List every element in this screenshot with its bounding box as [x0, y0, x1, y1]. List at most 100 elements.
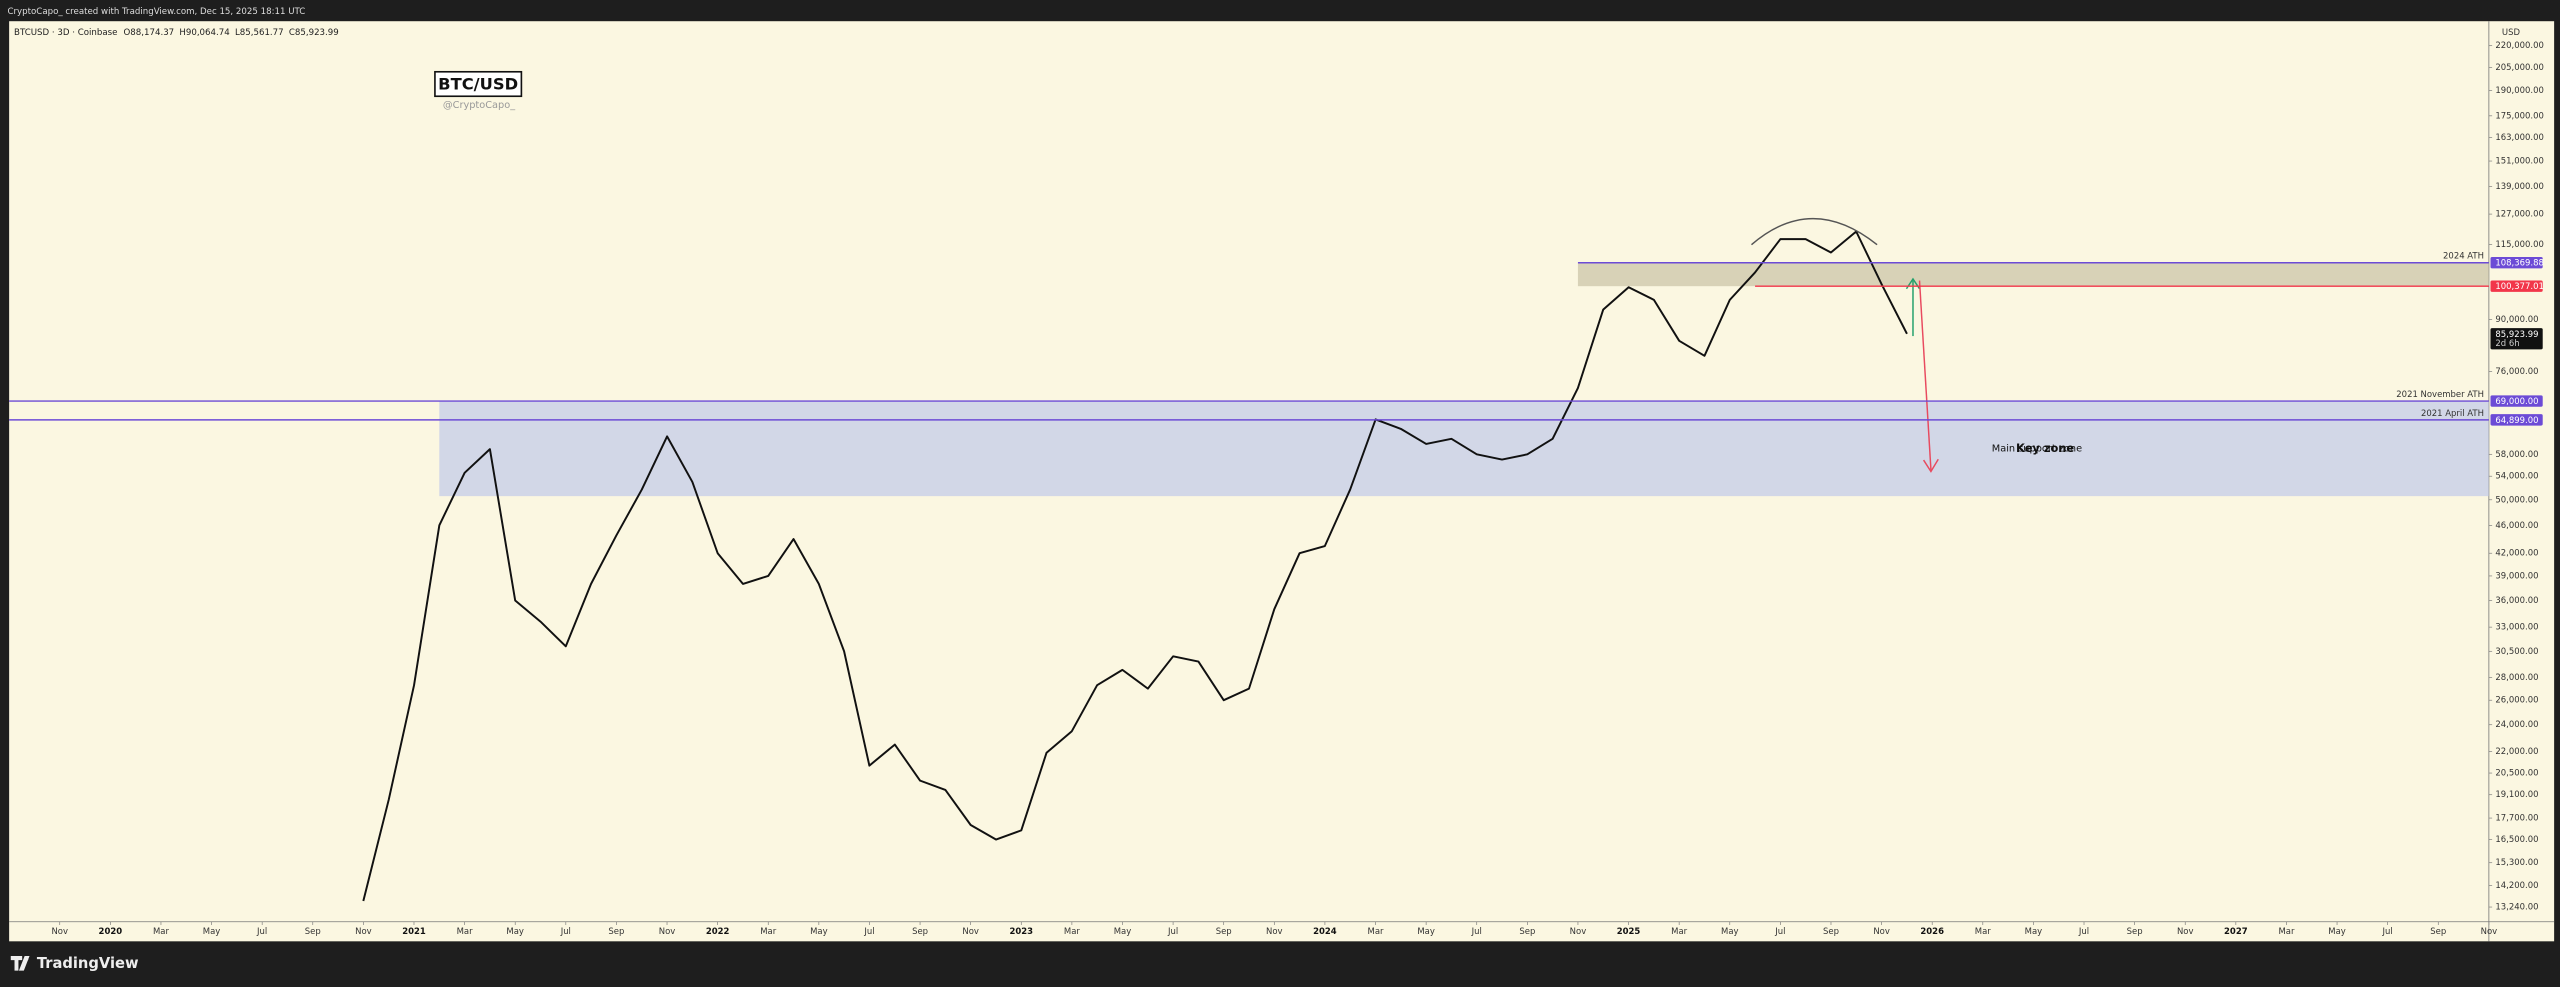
x-tick-label: 2025: [1617, 926, 1641, 936]
x-tick-label: Jul: [1471, 926, 1482, 936]
y-tick-label: 76,000.00: [2495, 366, 2538, 376]
price-line: [362, 230, 1908, 902]
level-text: 2021 April ATH: [2421, 408, 2484, 418]
x-tick-label: May: [810, 926, 828, 936]
y-tick-label: 36,000.00: [2495, 595, 2538, 605]
y-tick-label: 190,000.00: [2495, 85, 2544, 95]
x-tick-label: Mar: [760, 926, 776, 936]
x-tick-label: Mar: [1671, 926, 1687, 936]
y-tick-label: 46,000.00: [2495, 520, 2538, 530]
x-tick-label: Mar: [457, 926, 473, 936]
x-tick-label: Sep: [608, 926, 624, 936]
level-price-box: [2490, 257, 2543, 269]
footer: TradingView: [10, 955, 139, 972]
level-price-box: [2490, 280, 2543, 292]
x-tick-label: Nov: [659, 926, 676, 936]
y-tick-label: 90,000.00: [2495, 314, 2538, 324]
x-tick-label: 2026: [1920, 926, 1944, 936]
plot-area: [362, 230, 2489, 902]
x-tick-label: Jul: [2078, 926, 2089, 936]
symbol-legend: BTCUSD · 3D · Coinbase O88,174.37 H90,06…: [14, 27, 339, 37]
x-tick-label: Sep: [2127, 926, 2143, 936]
x-tick-label: Nov: [962, 926, 979, 936]
y-tick-label: 175,000.00: [2495, 110, 2544, 120]
x-tick-label: May: [506, 926, 524, 936]
y-tick-label: 33,000.00: [2495, 622, 2538, 632]
x-tick-label: Sep: [1823, 926, 1839, 936]
x-tick-label: Jul: [2382, 926, 2393, 936]
x-tick-label: Nov: [355, 926, 372, 936]
countdown: 2d 6h: [2495, 338, 2519, 348]
y-tick-label: 16,500.00: [2495, 834, 2538, 844]
level-text: 2021 November ATH: [2396, 389, 2484, 399]
x-tick-label: Sep: [1519, 926, 1535, 936]
y-tick-label: 24,000.00: [2495, 719, 2538, 729]
x-tick-label: Mar: [1975, 926, 1991, 936]
x-tick-label: Jul: [1167, 926, 1178, 936]
x-tick-label: Mar: [1368, 926, 1384, 936]
level-price-label: 64,899.00: [2495, 415, 2538, 425]
down-arrow: [1918, 280, 1932, 470]
high: H90,064.74: [179, 27, 229, 37]
symbol: BTCUSD · 3D · Coinbase: [14, 27, 117, 37]
close: C85,923.99: [289, 27, 339, 37]
x-tick-label: Mar: [2278, 926, 2294, 936]
x-tick-label: Sep: [2430, 926, 2446, 936]
x-tick-label: 2020: [99, 926, 123, 936]
zone: [439, 401, 2489, 497]
x-tick-label: Jul: [863, 926, 874, 936]
x-tick-label: Sep: [912, 926, 928, 936]
x-tick-label: Sep: [1216, 926, 1232, 936]
x-tick-label: May: [203, 926, 221, 936]
low: L85,561.77: [235, 27, 284, 37]
y-tick-label: 220,000.00: [2495, 40, 2544, 50]
watermark-author: @CryptoCapo_: [443, 100, 515, 111]
x-tick-label: May: [1417, 926, 1435, 936]
x-tick-label: 2021: [402, 926, 426, 936]
footer-brand[interactable]: TradingView: [37, 955, 139, 972]
x-tick-label: Jul: [256, 926, 267, 936]
y-tick-label: 39,000.00: [2495, 570, 2538, 580]
zone-label: Key zone: [2016, 441, 2074, 455]
x-tick-label: May: [1114, 926, 1132, 936]
y-tick-label: 20,500.00: [2495, 768, 2538, 778]
x-tick-label: Nov: [1266, 926, 1283, 936]
x-tick-label: Mar: [1064, 926, 1080, 936]
y-tick-label: 30,500.00: [2495, 646, 2538, 656]
x-tick-label: Mar: [153, 926, 169, 936]
x-tick-label: 2027: [2224, 926, 2248, 936]
watermark-title: BTC/USD: [438, 74, 518, 93]
x-tick-label: May: [2328, 926, 2346, 936]
x-tick-label: 2023: [1009, 926, 1033, 936]
x-tick-label: Nov: [1570, 926, 1587, 936]
y-tick-label: 115,000.00: [2495, 239, 2544, 249]
open: O88,174.37: [123, 27, 174, 37]
x-tick-label: Sep: [305, 926, 321, 936]
last-price-box: [2490, 328, 2543, 350]
level-price-label: 108,369.88: [2495, 258, 2544, 268]
x-tick-label: 2024: [1313, 926, 1337, 936]
y-tick-label: 19,100.00: [2495, 789, 2538, 799]
zone-label: Main support zone: [1992, 444, 2082, 455]
y-tick-label: 42,000.00: [2495, 548, 2538, 558]
level-text: 2024 ATH: [2443, 251, 2484, 261]
y-tick-label: 163,000.00: [2495, 132, 2544, 142]
y-tick-label: 205,000.00: [2495, 62, 2544, 72]
x-tick-label: Nov: [2481, 926, 2498, 936]
x-tick-label: Nov: [51, 926, 68, 936]
level-price-box: [2490, 395, 2543, 407]
x-tick-label: May: [1721, 926, 1739, 936]
y-tick-label: 28,000.00: [2495, 672, 2538, 682]
y-tick-label: 139,000.00: [2495, 181, 2544, 191]
down-arrow-head: [1922, 458, 1939, 473]
x-tick-label: May: [2025, 926, 2043, 936]
x-tick-label: 2022: [706, 926, 730, 936]
y-tick-label: 50,000.00: [2495, 494, 2538, 504]
y-tick-label: 26,000.00: [2495, 695, 2538, 705]
x-tick-label: Jul: [560, 926, 571, 936]
logo-dot: [24, 956, 29, 961]
top-arc: [1750, 218, 1878, 246]
currency-label: USD: [2502, 27, 2521, 37]
